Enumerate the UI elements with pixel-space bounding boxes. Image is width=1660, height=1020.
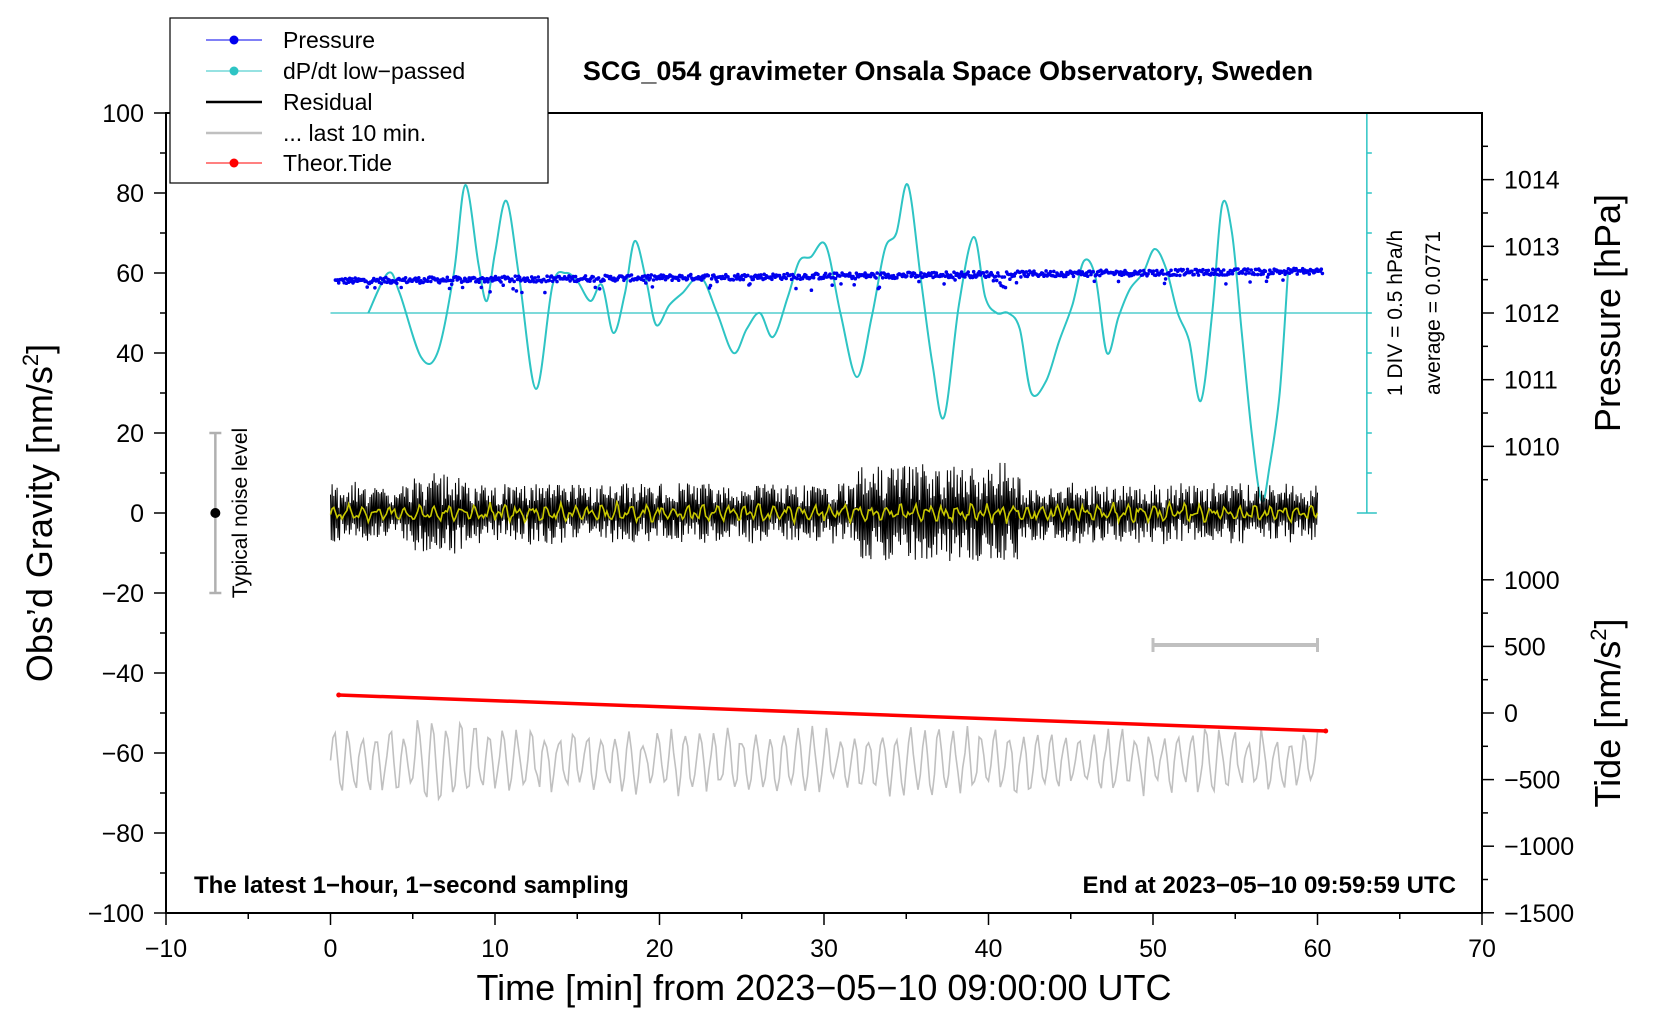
y-tick-label: 100 <box>102 100 144 128</box>
y-tick-label: 0 <box>130 500 144 528</box>
tide-tick-label: −1000 <box>1504 833 1574 861</box>
bottom-right-annotation: End at 2023−05−10 09:59:59 UTC <box>1082 872 1456 899</box>
y-tick-label: −20 <box>102 580 144 608</box>
pressure-tick-label: 1011 <box>1504 367 1558 395</box>
legend-last10-label: ... last 10 min. <box>283 120 426 146</box>
dpdt-scale-div-label: 1 DIV = 0.5 hPa/h <box>1384 230 1407 396</box>
legend-residual-label: Residual <box>283 89 373 115</box>
x-tick-label: 10 <box>481 935 509 963</box>
last10-line <box>329 720 1319 802</box>
dpdt-scale-average-label: average = 0.0771 <box>1422 231 1445 395</box>
legend-tide-label: Theor.Tide <box>283 150 392 176</box>
axes-layer: −10 0 10 20 30 40 50 60 70−100−80−60−40−20020406… <box>88 100 1575 963</box>
tide-tick-label: −500 <box>1504 767 1560 795</box>
y-tick-label: −80 <box>102 820 144 848</box>
y-tick-label: −40 <box>102 660 144 688</box>
pressure-tick-label: 1013 <box>1504 233 1560 261</box>
tide-start-marker <box>336 692 342 698</box>
y-tick-label: −100 <box>88 900 144 928</box>
x-tick-label: 50 <box>1139 935 1167 963</box>
legend-dpdt-label: dP/dt low−passed <box>283 58 465 84</box>
x-tick-label: 70 <box>1468 935 1496 963</box>
y-axis-label-tide-text: Tide [nm/s <box>1587 641 1628 808</box>
y-axis-label-tide-close: ] <box>1587 619 1628 629</box>
x-axis-label: Time [min] from 2023−05−10 09:00:00 UTC <box>476 967 1171 1008</box>
legend-box <box>169 17 549 184</box>
y-tick-label: −60 <box>102 740 144 768</box>
tide-tick-label: −1500 <box>1504 900 1574 928</box>
legend-tide-marker <box>229 158 239 168</box>
chart-title: SCG_054 gravimeter Onsala Space Observat… <box>583 56 1313 86</box>
series-layer <box>209 112 1377 802</box>
tide-line <box>338 693 1326 733</box>
y-axis-label-pressure: Pressure [hPa] <box>1587 194 1628 432</box>
pressure-tick-label: 1010 <box>1504 433 1560 461</box>
noise-level-label: Typical noise level <box>229 428 252 598</box>
pressure-dots <box>333 266 1325 295</box>
y-tick-label: 60 <box>116 260 144 288</box>
y-tick-label: 40 <box>116 340 144 368</box>
legend: Pressure dP/dt low−passed Residual ... l… <box>169 17 549 184</box>
residual-smoothed-line <box>329 499 1319 526</box>
y-axis-label-left-text: Obs’d Gravity [nm/s <box>19 366 60 682</box>
pressure-tick-label: 1014 <box>1504 167 1560 195</box>
bottom-left-annotation: The latest 1−hour, 1−second sampling <box>194 872 629 899</box>
x-tick-label: 60 <box>1304 935 1332 963</box>
y-axis-label-tide: Tide [nm/s2] <box>1586 619 1628 808</box>
dpdt-line <box>367 183 1289 503</box>
y-tick-label: 20 <box>116 420 144 448</box>
tide-end-marker <box>1323 728 1329 734</box>
x-tick-label: −10 <box>145 935 187 963</box>
x-tick-label: 20 <box>646 935 674 963</box>
legend-pressure-marker <box>229 35 239 45</box>
y-axis-label-left-close: ] <box>19 344 60 354</box>
tide-tick-label: 500 <box>1504 633 1546 661</box>
y-axis-label-left: Obs’d Gravity [nm/s2] <box>18 344 60 682</box>
pressure-tick-label: 1012 <box>1504 300 1560 328</box>
x-tick-label: 40 <box>975 935 1003 963</box>
noise-bar-center <box>210 508 221 518</box>
y-axis-label-left-superscript: 2 <box>18 354 43 366</box>
tide-tick-label: 0 <box>1504 700 1518 728</box>
legend-dpdt-marker <box>229 66 239 76</box>
x-tick-label: 30 <box>810 935 838 963</box>
y-axis-label-tide-superscript: 2 <box>1586 629 1611 641</box>
y-tick-label: 80 <box>116 180 144 208</box>
legend-pressure-label: Pressure <box>283 27 375 53</box>
residual-line <box>330 462 1318 562</box>
x-tick-label: 0 <box>324 935 338 963</box>
tide-tick-label: 1000 <box>1504 567 1560 595</box>
